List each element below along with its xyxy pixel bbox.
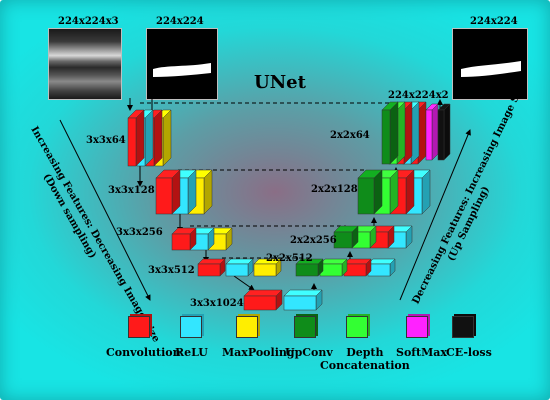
dec4-block-1: [319, 258, 348, 277]
enc1-block-0: [127, 109, 145, 167]
celoss-block: [437, 103, 451, 161]
legend-swatch-5: [406, 316, 428, 338]
enc-down-4: [233, 275, 255, 291]
legend-label-6: CE-loss: [446, 346, 492, 359]
dec3-block-0: [333, 225, 359, 249]
decoder-level-3-label: 2x2x256: [290, 235, 337, 246]
enc4-block-2: [253, 258, 282, 277]
down-sampling-arrow: [59, 119, 151, 301]
dec2-block-0: [357, 169, 383, 215]
input-mask-image: [146, 28, 218, 100]
input-image-size-label: 224x224x3: [58, 16, 119, 27]
enc5-block-0: [243, 289, 283, 311]
encoder-level-3-label: 3x3x256: [116, 227, 163, 238]
enc2-block-0: [155, 169, 181, 215]
enc3-block-0: [171, 227, 197, 251]
dec4-block-0: [295, 258, 324, 277]
input-mask-size-label: 224x224: [156, 16, 204, 27]
decoder-output-label: 224x224x2: [388, 90, 449, 101]
legend-swatch-2: [236, 316, 258, 338]
encoder-level-2-label: 3x3x128: [108, 185, 155, 196]
legend-swatch-1: [180, 316, 202, 338]
encoder-level-4-label: 3x3x512: [148, 265, 195, 276]
decoder-level-1-label: 2x2x64: [330, 130, 370, 141]
output-size-label: 224x224: [470, 16, 518, 27]
legend-swatch-6: [452, 316, 474, 338]
dec4-block-2: [343, 258, 372, 277]
legend-label-5: SoftMax: [396, 346, 447, 359]
enc5-block-1: [283, 289, 323, 311]
dec4-block-3: [367, 258, 396, 277]
input-ultrasound-image: [48, 28, 122, 100]
softmax-block: [425, 103, 439, 161]
legend-swatch-3: [294, 316, 316, 338]
legend-label-0: Convolution: [106, 346, 181, 359]
legend-label-1: ReLU: [175, 346, 208, 359]
decoder-level-2-label: 2x2x128: [311, 184, 358, 195]
up-sampling-arrow: [399, 129, 471, 301]
mask-shape: [153, 63, 211, 77]
output-mask-image: [452, 28, 528, 100]
encoder-level-1-label: 3x3x64: [86, 135, 126, 146]
output-mask-shape: [461, 61, 521, 77]
diagram-title: UNet: [254, 72, 306, 93]
legend-label-2: MaxPooling: [222, 346, 295, 359]
legend-swatch-4: [346, 316, 368, 338]
encoder-level-5-label: 3x3x1024: [190, 298, 244, 309]
legend-swatch-0: [128, 316, 150, 338]
enc4-block-0: [197, 258, 226, 277]
legend-label-3: UpConv: [285, 346, 333, 359]
enc4-block-1: [225, 258, 254, 277]
legend-label-4: Depth Concatenation: [320, 346, 410, 372]
decoder-level-4-label: 2x2x512: [266, 253, 313, 264]
dec1-block-0: [381, 101, 399, 165]
